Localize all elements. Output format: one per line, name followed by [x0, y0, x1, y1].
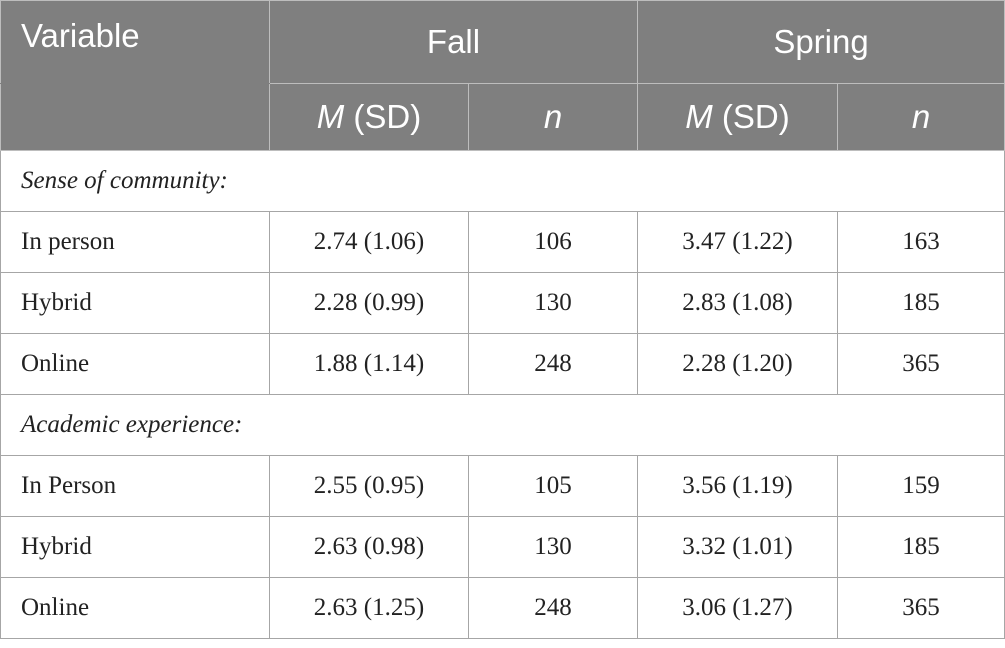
table-body: Sense of community: In person 2.74 (1.06… [0, 150, 1005, 639]
spring-n-cell: 365 [836, 577, 1005, 639]
table-row: Online 2.63 (1.25) 248 3.06 (1.27) 365 [0, 577, 1005, 639]
spring-n-cell: 185 [836, 272, 1005, 334]
n-symbol: n [911, 98, 931, 135]
row-label: In Person [0, 455, 270, 517]
spring-mean-sd-cell: 3.56 (1.19) [637, 455, 838, 517]
mean-symbol: M [316, 98, 345, 135]
fall-mean-sd-cell: 2.63 (1.25) [269, 577, 469, 639]
mean-symbol: M [685, 98, 713, 135]
spring-mean-sd-cell: 3.32 (1.01) [637, 516, 838, 578]
spring-n-header: n [836, 83, 1005, 151]
fall-group-header: Fall [269, 0, 638, 84]
row-label: Online [0, 577, 270, 639]
fall-n-cell: 130 [468, 516, 638, 578]
spring-mean-sd-cell: 3.06 (1.27) [637, 577, 838, 639]
row-label: Hybrid [0, 516, 270, 578]
variable-header: Variable [0, 0, 270, 84]
row-label: In person [0, 211, 270, 273]
header-row-groups: Variable Fall Spring [0, 0, 1005, 84]
spring-mean-sd-cell: 2.28 (1.20) [637, 333, 838, 395]
fall-n-cell: 248 [468, 333, 638, 395]
row-label: Hybrid [0, 272, 270, 334]
spring-n-cell: 185 [836, 516, 1005, 578]
fall-n-header: n [468, 83, 638, 151]
spring-mean-sd-cell: 2.83 (1.08) [637, 272, 838, 334]
spring-n-cell: 365 [836, 333, 1005, 395]
table-row: Hybrid 2.63 (0.98) 130 3.32 (1.01) 185 [0, 516, 1005, 578]
section-row: Sense of community: [0, 150, 1005, 212]
row-label: Online [0, 333, 270, 395]
spring-mean-sd-header: M (SD) [637, 83, 838, 151]
fall-n-cell: 248 [468, 577, 638, 639]
sd-label: (SD) [344, 98, 422, 135]
fall-mean-sd-cell: 2.74 (1.06) [269, 211, 469, 273]
n-symbol: n [543, 98, 563, 135]
table-header: Variable Fall Spring M (SD) n M (SD) n [0, 0, 1005, 151]
spring-n-cell: 163 [836, 211, 1005, 273]
spring-group-header: Spring [636, 0, 1005, 84]
header-row-subcolumns: M (SD) n M (SD) n [0, 83, 1005, 151]
fall-mean-sd-cell: 1.88 (1.14) [269, 333, 469, 395]
table-row: Online 1.88 (1.14) 248 2.28 (1.20) 365 [0, 333, 1005, 395]
table-row: In Person 2.55 (0.95) 105 3.56 (1.19) 15… [0, 455, 1005, 517]
table-row: Hybrid 2.28 (0.99) 130 2.83 (1.08) 185 [0, 272, 1005, 334]
sd-label: (SD) [712, 98, 790, 135]
fall-mean-sd-cell: 2.63 (0.98) [269, 516, 469, 578]
spring-n-cell: 159 [836, 455, 1005, 517]
fall-mean-sd-cell: 2.28 (0.99) [269, 272, 469, 334]
section-title: Academic experience: [0, 394, 1005, 456]
section-title: Sense of community: [0, 150, 1005, 212]
variable-header-spacer [0, 83, 270, 151]
fall-mean-sd-header: M (SD) [269, 83, 469, 151]
fall-n-cell: 105 [468, 455, 638, 517]
table-row: In person 2.74 (1.06) 106 3.47 (1.22) 16… [0, 211, 1005, 273]
spring-mean-sd-cell: 3.47 (1.22) [637, 211, 838, 273]
section-row: Academic experience: [0, 394, 1005, 456]
fall-n-cell: 106 [468, 211, 638, 273]
fall-n-cell: 130 [468, 272, 638, 334]
fall-mean-sd-cell: 2.55 (0.95) [269, 455, 469, 517]
